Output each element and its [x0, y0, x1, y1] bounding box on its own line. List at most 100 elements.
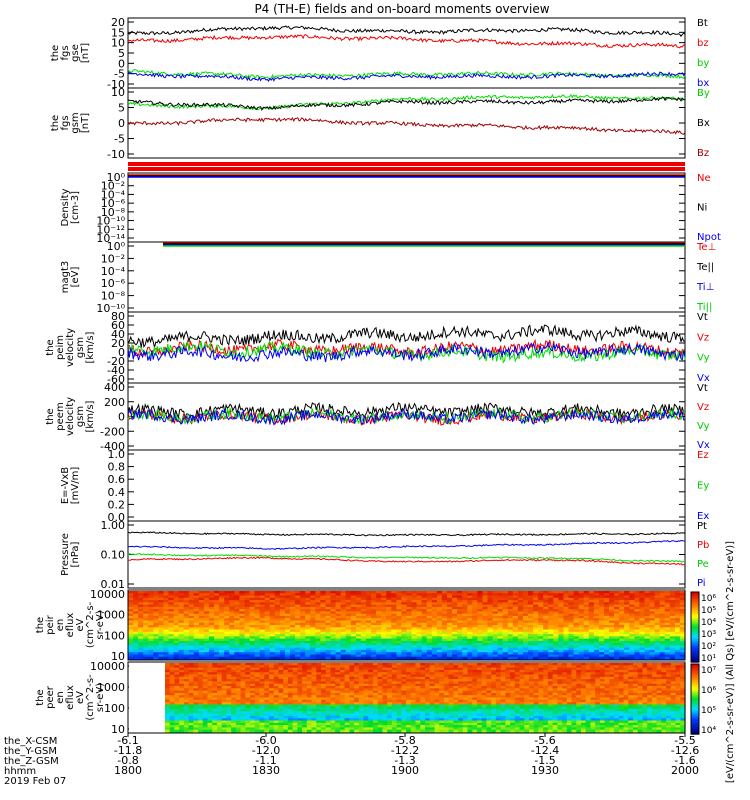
spectrogram-cell — [279, 609, 286, 612]
spectrogram-cell — [295, 611, 301, 615]
spectrogram-cell — [349, 681, 355, 685]
spectrogram-cell — [598, 613, 605, 617]
spectrogram-cell — [538, 631, 544, 635]
spectrogram-cell — [462, 622, 468, 626]
spectrogram-cell — [669, 597, 676, 601]
spectrogram-cell — [229, 645, 235, 649]
spectrogram-cell — [391, 622, 397, 626]
spectrogram-cell — [207, 672, 213, 676]
spectrogram-cell — [292, 679, 298, 682]
spectrogram-cell — [229, 600, 235, 603]
spectrogram-cell — [143, 620, 149, 624]
spectrogram-cell — [614, 604, 620, 608]
spectrogram-cell — [659, 622, 666, 626]
spectrogram-cell — [360, 609, 367, 612]
spectrogram-cell — [339, 711, 346, 715]
spectrogram-cell — [426, 640, 433, 644]
spectrogram-cell — [179, 676, 185, 680]
spectrogram-cell — [629, 654, 635, 658]
spectrogram-cell — [273, 674, 279, 678]
spectrogram-cell — [231, 681, 237, 685]
spectrogram-cell — [259, 595, 266, 599]
spectrogram-cell — [528, 629, 534, 633]
spectrogram-cell — [259, 725, 265, 728]
spectrogram-cell — [179, 672, 185, 676]
spectrogram-cell — [371, 636, 377, 640]
spectrogram-cell — [583, 613, 590, 617]
spectrogram-cell — [447, 595, 453, 599]
spectrogram-cell — [300, 602, 306, 606]
spectrogram-cell — [629, 656, 635, 660]
spectrogram-cell — [310, 654, 316, 658]
spectrogram-cell — [604, 649, 610, 653]
spectrogram-cell — [659, 636, 666, 640]
spectrogram-cell — [254, 613, 261, 617]
spectrogram-cell — [168, 656, 175, 660]
spectrogram-cell — [148, 618, 154, 622]
spectrogram-cell — [239, 595, 246, 599]
spectrogram-cell — [619, 593, 625, 597]
spectrogram-cell — [411, 611, 418, 615]
legend-entry: Ey — [697, 481, 709, 492]
spectrogram-cell — [482, 620, 489, 624]
spectrogram-cell — [128, 591, 134, 594]
spectrogram-cell — [472, 631, 478, 635]
y-tick-label: 1.00 — [101, 519, 126, 532]
spectrogram-cell — [344, 725, 350, 728]
spectrogram-cell — [283, 676, 289, 680]
spectrogram-cell — [431, 638, 438, 642]
spectrogram-cell — [462, 647, 468, 651]
spectrogram-cell — [533, 602, 539, 606]
spectrogram-cell — [240, 665, 246, 669]
spectrogram-cell — [568, 600, 575, 603]
y-axis-label: the — [35, 689, 46, 705]
spectrogram-cell — [354, 718, 360, 722]
spectrogram-cell — [502, 647, 509, 651]
spectrogram-cell — [593, 638, 600, 642]
spectrogram-cell — [269, 615, 276, 619]
spectrogram-cell — [639, 634, 646, 637]
spectrogram-cell — [224, 615, 230, 619]
spectrogram-cell — [320, 654, 327, 658]
spectrogram-cell — [163, 643, 170, 646]
spectrogram-cell — [207, 718, 213, 722]
spectrogram-cell — [259, 681, 265, 685]
spectrogram-cell — [426, 647, 433, 651]
spectrogram-cell — [528, 606, 534, 610]
spectrogram-cell — [614, 656, 620, 660]
spectrogram-cell — [344, 702, 350, 705]
spectrogram-cell — [452, 631, 458, 635]
spectrogram-cell — [563, 627, 570, 631]
spectrogram-cell — [528, 643, 534, 646]
spectrogram-cell — [401, 600, 408, 603]
spectrogram-cell — [371, 649, 377, 653]
spectrogram-cell — [548, 636, 554, 640]
spectrogram-cell — [664, 629, 671, 633]
spectrogram-cell — [472, 620, 478, 624]
spectrogram-cell — [674, 620, 681, 624]
spectrogram-cell — [214, 647, 220, 651]
spectrogram-cell — [578, 625, 585, 628]
spectrogram-cell — [198, 622, 205, 626]
spectrogram-cell — [163, 647, 170, 651]
spectrogram-cell — [609, 618, 615, 622]
spectrogram-cell — [209, 640, 215, 644]
spectrogram-cell — [278, 715, 284, 719]
spectrogram-cell — [502, 618, 509, 622]
spectrogram-cell — [217, 692, 223, 696]
spectrogram-cell — [624, 634, 630, 637]
spectrogram-cell — [588, 634, 595, 637]
spectrogram-cell — [239, 622, 246, 626]
spectrogram-cell — [411, 656, 418, 660]
spectrogram-cell — [325, 697, 331, 701]
spectrogram-cell — [377, 679, 383, 682]
spectrogram-cell — [360, 656, 367, 660]
spectrogram-cell — [381, 609, 387, 612]
spectrogram-cell — [183, 702, 190, 705]
y-axis-label: gse — [70, 44, 81, 62]
spectrogram-cell — [245, 695, 251, 699]
spectrogram-cell — [533, 627, 539, 631]
spectrogram-cell — [629, 634, 635, 637]
spectrogram-cell — [512, 593, 519, 597]
spectrogram-cell — [234, 600, 240, 603]
